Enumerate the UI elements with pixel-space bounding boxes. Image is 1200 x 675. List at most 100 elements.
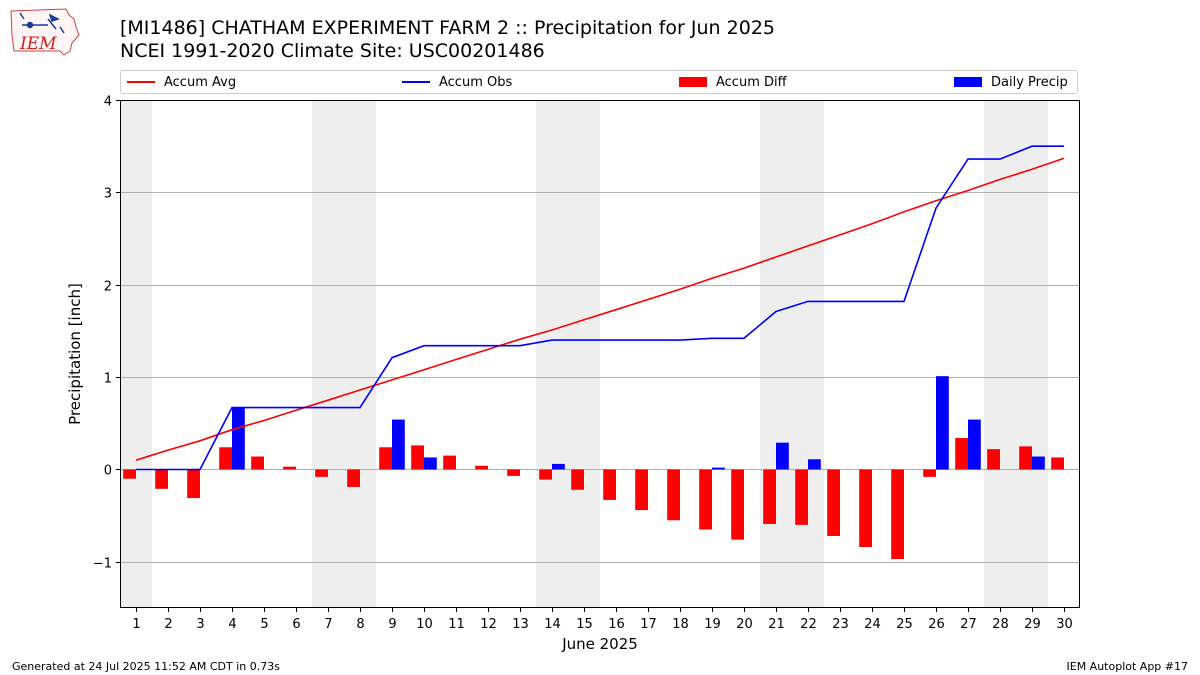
accum-diff-bar-25 [891, 469, 904, 560]
x-tick-label-25: 25 [896, 617, 913, 632]
accum-lines [135, 145, 1065, 471]
x-tick-label-14: 14 [544, 617, 561, 632]
accum-diff-bar-8 [347, 469, 360, 488]
y-tick-label-0: −1 [93, 557, 112, 572]
legend-item-daily-precip: Daily Precip [954, 71, 1068, 93]
x-tick-label-23: 23 [832, 617, 849, 632]
x-tick-label-20: 20 [736, 617, 753, 632]
y-axis-label: Precipitation [inch] [66, 283, 84, 425]
accum-diff-bar-12 [475, 465, 488, 470]
x-tick-label-18: 18 [672, 617, 689, 632]
x-tick-label-11: 11 [448, 617, 465, 632]
accum-diff-bar-30 [1051, 457, 1064, 470]
x-tick-label-12: 12 [480, 617, 497, 632]
weather-station-icon [19, 12, 65, 34]
x-tick-label-28: 28 [992, 617, 1009, 632]
x-tick-label-19: 19 [704, 617, 721, 632]
accum-diff-bar-16 [603, 469, 616, 500]
daily-precip-bar-22 [808, 459, 821, 470]
weekend-band-2 [536, 100, 600, 608]
accum-obs-line [136, 145, 1064, 471]
x-tick-label-9: 9 [388, 617, 396, 632]
x-tick-label-24: 24 [864, 617, 881, 632]
daily-precip-bar-19 [712, 467, 725, 470]
legend-label-accum-obs: Accum Obs [439, 74, 513, 90]
accum-diff-bar-20 [731, 469, 744, 540]
x-tick-label-7: 7 [324, 617, 332, 632]
legend-swatch-accum-obs [402, 81, 430, 83]
x-tick-label-21: 21 [768, 617, 785, 632]
accum-diff-bar-6 [283, 466, 296, 470]
x-tick-label-27: 27 [960, 617, 977, 632]
x-tick-label-13: 13 [512, 617, 529, 632]
x-tick-label-16: 16 [608, 617, 625, 632]
accum-diff-bar-11 [443, 455, 456, 470]
iem-logo: IEM [8, 5, 82, 59]
legend-item-accum-obs: Accum Obs [402, 71, 512, 93]
accum-diff-bar-18 [667, 469, 680, 521]
daily-precip-bar-14 [552, 463, 565, 470]
accum-diff-bar-23 [827, 469, 840, 536]
legend-label-accum-avg: Accum Avg [164, 74, 237, 90]
chart-title: [MI1486] CHATHAM EXPERIMENT FARM 2 :: Pr… [120, 17, 775, 39]
accum-diff-bar-29 [1019, 446, 1032, 470]
legend-item-accum-diff: Accum Diff [679, 71, 787, 93]
accum-diff-bar-2 [155, 469, 168, 489]
x-tick-label-6: 6 [292, 617, 300, 632]
accum-diff-bar-1 [123, 469, 136, 479]
chart-subtitle: NCEI 1991-2020 Climate Site: USC00201486 [120, 40, 545, 62]
x-tick-label-26: 26 [928, 617, 945, 632]
accum-diff-bar-3 [187, 469, 200, 499]
y-tick-label-1: 0 [104, 464, 112, 479]
legend-swatch-accum-avg [127, 81, 155, 83]
legend-label-accum-diff: Accum Diff [716, 74, 787, 90]
daily-precip-bar-27 [968, 419, 981, 470]
accum-diff-bar-15 [571, 469, 584, 490]
footer-generated-text: Generated at 24 Jul 2025 11:52 AM CDT in… [12, 660, 280, 673]
y-tick-label-4: 3 [104, 187, 112, 202]
legend-item-accum-avg: Accum Avg [127, 71, 236, 93]
daily-precip-bar-26 [936, 376, 949, 470]
accum-diff-bar-28 [987, 449, 1000, 470]
daily-precip-bar-21 [776, 442, 789, 470]
accum-diff-bar-21 [763, 469, 776, 524]
x-tick-label-30: 30 [1056, 617, 1073, 632]
accum-diff-bar-19 [699, 469, 712, 530]
x-axis-label: June 2025 [561, 635, 638, 653]
y-tick-label-5: 4 [104, 95, 112, 110]
weekend-band-1 [312, 100, 376, 608]
accum-diff-bar-24 [859, 469, 872, 548]
weekend-shading [120, 100, 1048, 608]
accum-diff-bar-22 [795, 469, 808, 525]
x-tick-label-10: 10 [416, 617, 433, 632]
x-tick-label-8: 8 [356, 617, 364, 632]
x-tick-label-22: 22 [800, 617, 817, 632]
footer-app-text: IEM Autoplot App #17 [1066, 660, 1189, 673]
daily-precip-bar-10 [424, 457, 437, 470]
legend-label-daily-precip: Daily Precip [991, 74, 1068, 90]
accum-diff-bar-10 [411, 445, 424, 470]
x-tick-label-29: 29 [1024, 617, 1041, 632]
accum-diff-bar-7 [315, 469, 328, 477]
x-tick-label-1: 1 [132, 617, 140, 632]
x-tick-label-3: 3 [196, 617, 204, 632]
accum-avg-line [135, 157, 1065, 461]
accum-diff-bar-17 [635, 469, 648, 511]
accum-diff-bar-4 [219, 447, 232, 470]
x-tick-label-2: 2 [164, 617, 172, 632]
y-tick-label-2: 1 [104, 372, 112, 387]
weekend-band-3 [760, 100, 824, 608]
bars [123, 376, 1064, 560]
daily-precip-bar-29 [1032, 456, 1045, 470]
accum-diff-bar-13 [507, 469, 520, 476]
accum-diff-bar-14 [539, 469, 552, 480]
weekend-band-0 [120, 100, 152, 608]
daily-precip-bar-9 [392, 419, 405, 470]
x-tick-label-15: 15 [576, 617, 593, 632]
daily-precip-bar-4 [232, 407, 245, 470]
x-tick-label-5: 5 [260, 617, 268, 632]
accum-diff-bar-27 [955, 438, 968, 470]
x-tick-label-17: 17 [640, 617, 657, 632]
